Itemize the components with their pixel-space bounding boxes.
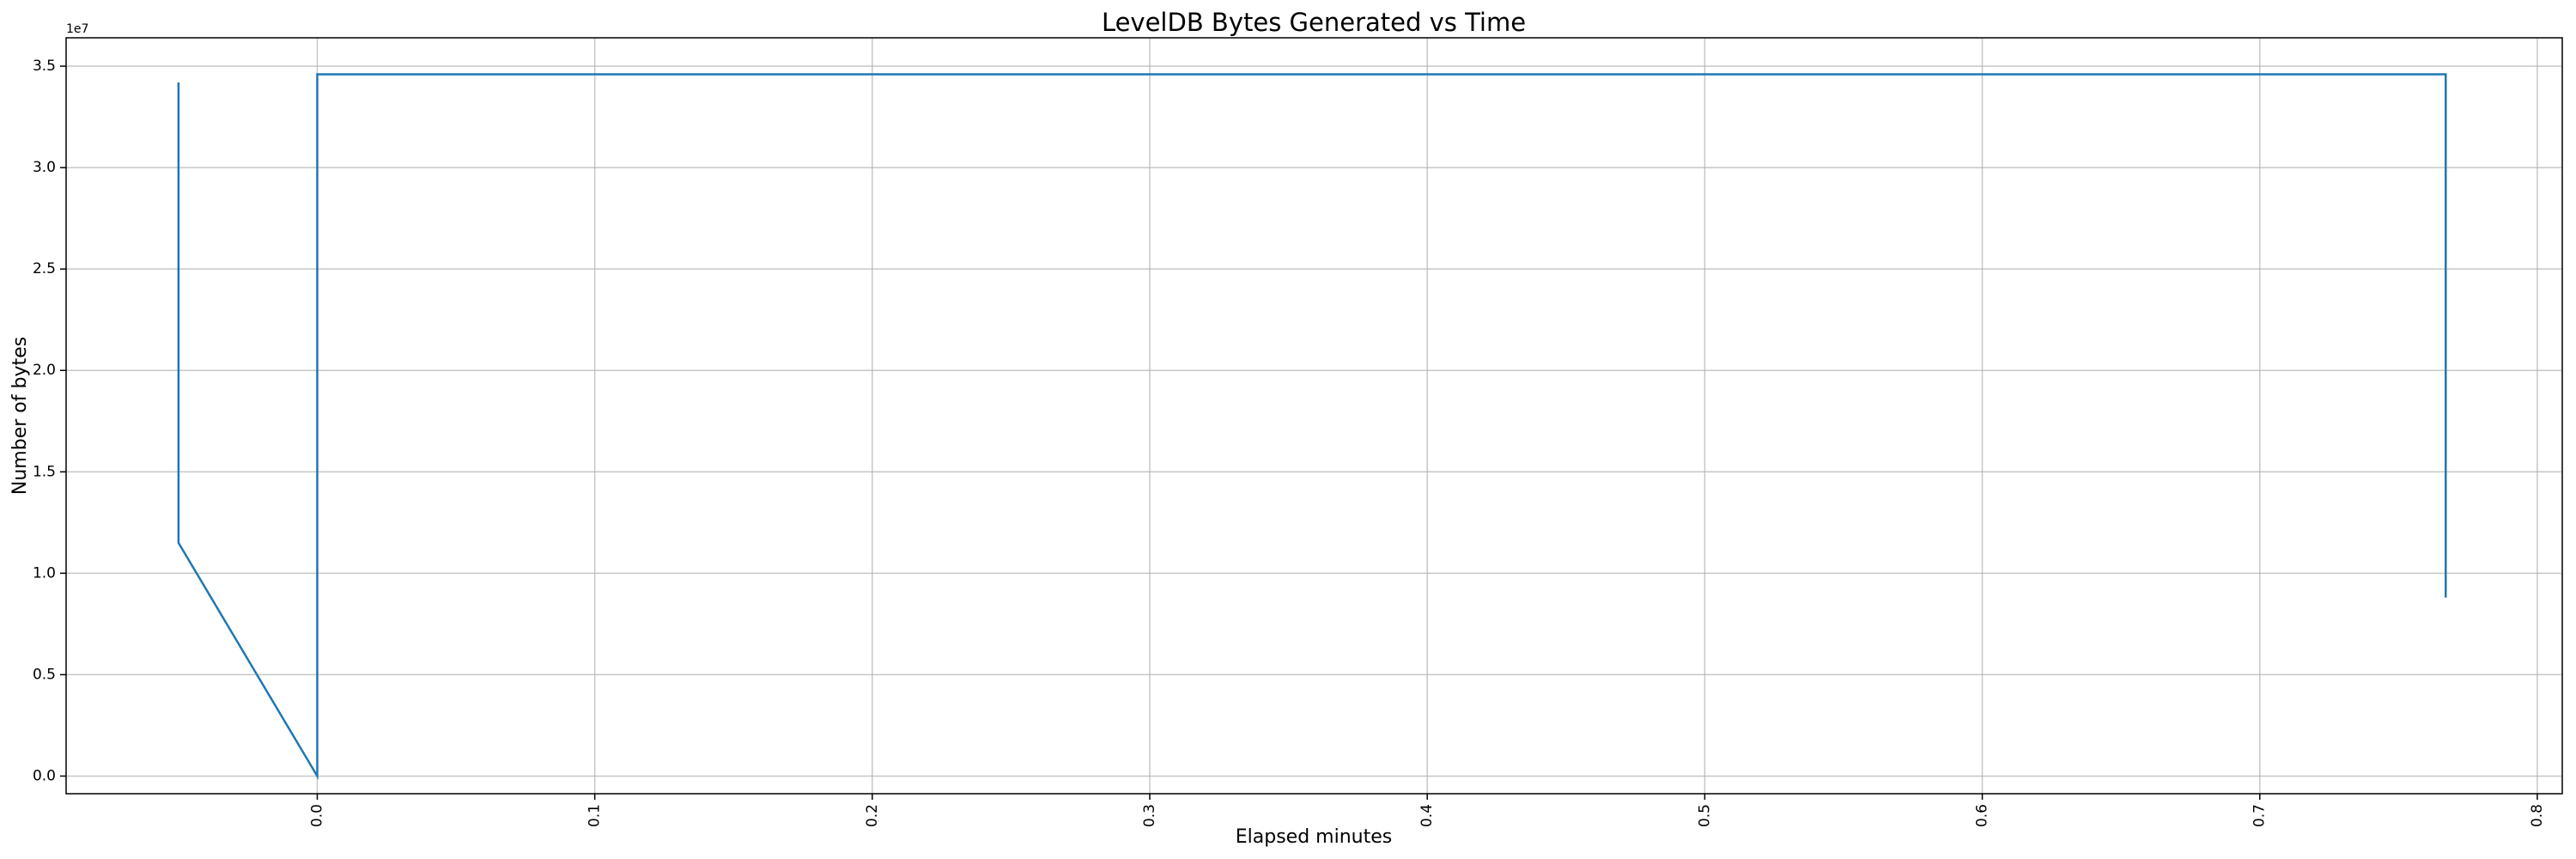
y-tick-label: 1.0 (33, 564, 56, 582)
y-tick-label: 3.5 (33, 58, 56, 75)
x-tick-label: 0.5 (1696, 804, 1713, 827)
x-tick-label: 0.8 (2529, 804, 2546, 827)
y-tick-label: 0.5 (33, 666, 56, 683)
x-tick-label: 0.0 (308, 804, 325, 827)
plot-frame (65, 37, 2563, 795)
y-tick-label: 0.0 (33, 767, 56, 784)
x-tick-label: 0.2 (864, 804, 881, 827)
data-line (177, 73, 2447, 781)
chart-title: LevelDB Bytes Generated vs Time (1102, 8, 1526, 37)
y-tick-label: 2.5 (33, 260, 56, 277)
x-tick-label: 0.3 (1141, 804, 1158, 827)
x-tick-label: 0.1 (586, 804, 604, 827)
x-tick-label: 0.7 (2251, 804, 2269, 827)
y-axis-label: Number of bytes (9, 337, 31, 495)
x-tick-label: 0.4 (1419, 804, 1436, 827)
y-tick-label: 3.0 (33, 159, 56, 176)
x-axis-label: Elapsed minutes (1236, 826, 1392, 848)
x-tick-label: 0.6 (1974, 804, 1991, 827)
y-tick-label: 1.5 (33, 463, 56, 480)
y-offset-label: 1e7 (66, 22, 88, 36)
y-tick-label: 2.0 (33, 362, 56, 379)
